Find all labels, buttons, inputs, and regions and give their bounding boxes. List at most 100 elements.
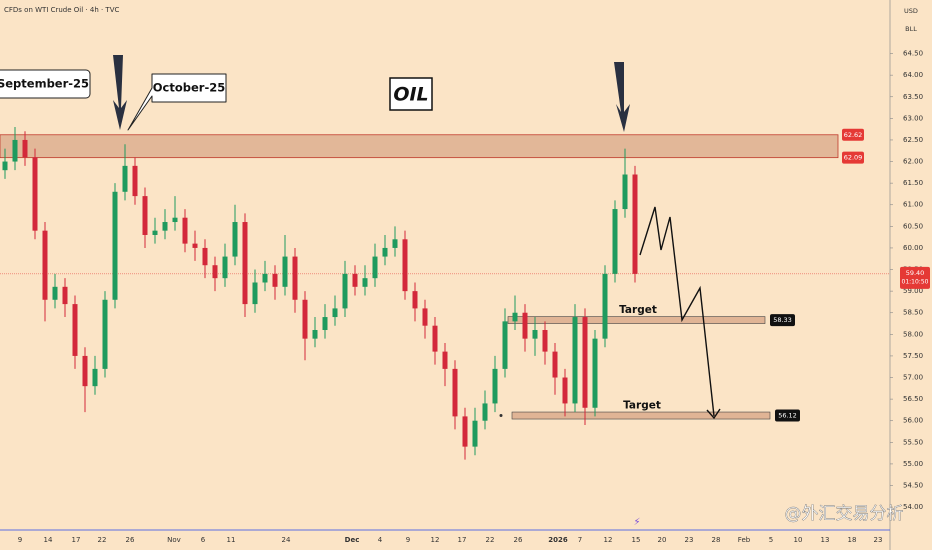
candle-body — [222, 256, 228, 279]
y-tick-label: 61.50 — [903, 179, 923, 187]
callout-box — [127, 73, 227, 131]
candle-body — [122, 165, 128, 192]
y-tick-label: 62.50 — [903, 136, 923, 144]
y-tick-label: 58.50 — [903, 309, 923, 317]
target-label: 58.33 — [773, 316, 792, 324]
arrow-down — [113, 55, 127, 130]
target-label-box — [770, 314, 795, 327]
chart-title: OIL — [393, 84, 428, 106]
x-tick-label: 12 — [604, 536, 613, 544]
candle-body — [442, 351, 448, 369]
candle-body — [502, 321, 508, 369]
candle-body — [422, 308, 428, 326]
candle-body — [162, 222, 168, 231]
x-tick-label: 9 — [406, 536, 410, 544]
x-tick-label: 18 — [848, 536, 857, 544]
candle-body — [352, 273, 358, 287]
candle-body — [632, 174, 638, 274]
candle-body — [412, 291, 418, 309]
watermark: @外汇交易分析 — [785, 504, 904, 524]
y-tick-label: 59.00 — [903, 287, 923, 295]
candle-body — [132, 165, 138, 197]
x-tick-label: 22 — [486, 536, 495, 544]
y-tick-label: 54.00 — [903, 503, 923, 511]
y-tick-label: 63.50 — [903, 93, 923, 101]
candle-body — [242, 222, 248, 305]
x-tick-label: 17 — [458, 536, 467, 544]
candle-body — [532, 330, 538, 339]
candle-body — [492, 368, 498, 404]
target-dot — [499, 414, 503, 418]
x-tick-label: 7 — [578, 536, 582, 544]
x-tick-label: 24 — [282, 536, 291, 544]
target-label: 56.12 — [778, 412, 797, 420]
candle-body — [462, 416, 468, 447]
candle-body — [32, 157, 38, 231]
callout-box — [0, 69, 91, 99]
price-label: 62.62 — [844, 131, 863, 139]
x-tick-label: 14 — [44, 536, 53, 544]
price-label: 62.09 — [844, 154, 863, 162]
y-tick-label: 57.50 — [903, 352, 923, 360]
candle-body — [62, 286, 68, 305]
candle-body — [362, 278, 368, 287]
candle-body — [472, 420, 478, 447]
candle-body — [332, 308, 338, 318]
candle-body — [12, 139, 18, 162]
target-zone — [511, 411, 771, 420]
candle-body — [592, 338, 598, 408]
candle-body — [582, 317, 588, 408]
plot — [0, 126, 890, 460]
candle-body — [612, 209, 618, 274]
y-tick-label: 62.00 — [903, 158, 923, 166]
candle-body — [22, 139, 28, 158]
x-tick-label: Dec — [345, 536, 360, 544]
candle-body — [282, 256, 288, 287]
candle-body — [192, 243, 198, 248]
candle-body — [402, 239, 408, 292]
y-tick-label: 64.50 — [903, 50, 923, 58]
candle-body — [322, 317, 328, 331]
candle-body — [512, 312, 518, 322]
candle-body — [232, 222, 238, 257]
countdown: 01:10:50 — [902, 278, 929, 285]
candle-body — [622, 174, 628, 210]
candle-body — [372, 256, 378, 279]
candle-body — [2, 161, 8, 171]
candle-body — [522, 312, 528, 339]
x-tick-label: 23 — [685, 536, 694, 544]
y-tick-label: 60.50 — [903, 222, 923, 230]
y-tick-label: 58.00 — [903, 330, 923, 338]
price-label-box — [842, 128, 864, 141]
candle-body — [292, 256, 298, 300]
candle-body — [602, 273, 608, 339]
y-tick-label: 57.00 — [903, 374, 923, 382]
projection-arrowhead — [706, 408, 721, 420]
candle-body — [212, 265, 218, 279]
candle-body — [142, 196, 148, 235]
candle-body — [102, 299, 108, 369]
x-tick-label: 28 — [712, 536, 721, 544]
y-tick-label: 63.00 — [903, 114, 923, 122]
target-label-box — [775, 409, 800, 422]
candle-body — [182, 217, 188, 244]
x-tick-label: 12 — [431, 536, 440, 544]
x-tick-label: 22 — [98, 536, 107, 544]
x-tick-label: 10 — [794, 536, 803, 544]
candle-body — [272, 273, 278, 287]
price-label-box — [842, 151, 864, 164]
unit: BLL — [905, 25, 917, 33]
candle-body — [112, 191, 118, 300]
target-zone — [507, 316, 766, 324]
x-tick-label: 9 — [18, 536, 22, 544]
x-tick-label: 5 — [769, 536, 773, 544]
candle-body — [302, 299, 308, 339]
candle-body — [552, 351, 558, 378]
symbol-header: CFDs on WTI Crude Oil · 4h · TVC — [4, 6, 119, 14]
last-price-label: 59.40 — [906, 269, 925, 277]
x-tick-label: 15 — [632, 536, 641, 544]
candle-body — [572, 317, 578, 404]
candle-body — [562, 377, 568, 404]
x-tick-label: 6 — [201, 536, 206, 544]
currency: USD — [904, 7, 918, 15]
